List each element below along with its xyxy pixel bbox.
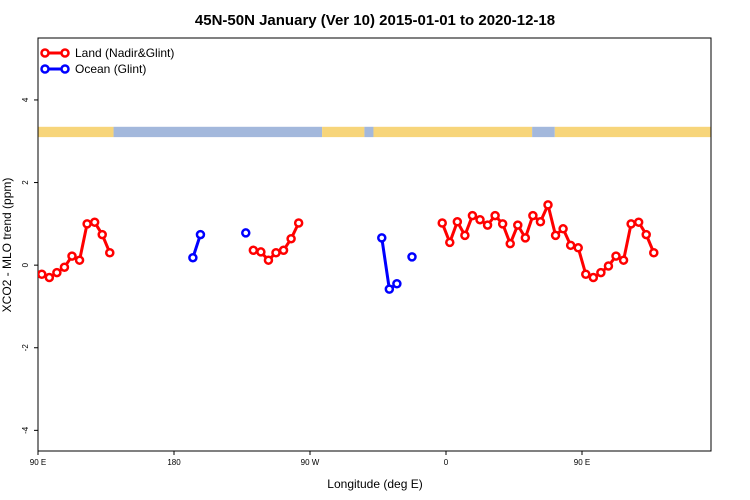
land-data-point xyxy=(550,230,561,241)
ocean-data-point xyxy=(377,233,387,243)
land-data-point xyxy=(588,272,599,283)
land-data-point xyxy=(573,243,583,253)
legend-marker-ocean xyxy=(60,64,70,74)
x-tick-label: 90 E xyxy=(574,458,590,467)
ocean-data-point xyxy=(384,284,395,294)
x-tick-label: 0 xyxy=(444,458,449,467)
ocean-region xyxy=(113,126,323,138)
land-data-point xyxy=(286,233,296,244)
legend-marker-land xyxy=(40,48,50,58)
land-data-point xyxy=(528,210,538,221)
y-tick-label: 4 xyxy=(21,97,30,102)
land-data-point xyxy=(44,272,55,283)
ocean-data-point xyxy=(195,229,206,240)
land-data-point xyxy=(490,210,500,221)
land-data-point xyxy=(520,233,531,243)
x-axis: 90 E 180 90 W 0 90 E xyxy=(30,451,590,467)
land-data-point xyxy=(105,248,115,258)
land-data-point xyxy=(535,217,546,227)
land-data-point xyxy=(460,230,470,241)
y-tick-label: -4 xyxy=(21,426,30,434)
land-data-point xyxy=(513,220,523,230)
land-data-point xyxy=(59,262,70,272)
chart-title: 45N-50N January (Ver 10) 2015-01-01 to 2… xyxy=(195,12,555,29)
land-data-point xyxy=(618,255,629,265)
series-group xyxy=(38,200,659,294)
ocean-region xyxy=(364,126,374,138)
land-data-point xyxy=(611,251,621,261)
land-data-point xyxy=(505,238,515,249)
land-data-point xyxy=(649,248,659,258)
land-data-point xyxy=(581,269,591,279)
land-data-point xyxy=(38,269,47,279)
y-tick-label: 2 xyxy=(21,180,30,185)
land-data-point xyxy=(74,255,85,265)
land-data-point xyxy=(82,219,92,229)
land-series-line xyxy=(40,220,112,280)
land-data-point xyxy=(467,210,478,221)
land-data-point xyxy=(278,245,289,256)
land-data-point xyxy=(475,214,485,225)
land-data-point xyxy=(596,267,606,278)
ocean-data-point xyxy=(241,228,251,238)
land-data-point xyxy=(263,255,274,265)
land-data-point xyxy=(558,224,568,234)
legend-label-land: Land (Nadir&Glint) xyxy=(75,46,174,60)
land-data-point xyxy=(52,267,62,278)
land-data-point xyxy=(565,240,576,251)
land-ocean-strip xyxy=(38,126,711,138)
ocean-data-point xyxy=(392,278,402,289)
ocean-data-point xyxy=(407,252,417,262)
y-tick-label: 0 xyxy=(21,262,30,267)
ocean-region xyxy=(532,126,555,138)
land-region xyxy=(554,126,711,138)
land-data-point xyxy=(626,219,636,229)
x-tick-label: 90 W xyxy=(301,458,320,467)
y-tick-label: -2 xyxy=(21,344,30,352)
plot-frame xyxy=(37,37,712,452)
land-data-point xyxy=(271,248,281,258)
legend: Land (Nadir&Glint) Ocean (Glint) xyxy=(40,46,174,76)
land-data-point xyxy=(543,200,553,210)
land-data-point xyxy=(633,217,644,227)
land-data-point xyxy=(482,220,493,230)
ocean-data-point xyxy=(188,252,198,263)
land-region xyxy=(38,126,114,138)
y-axis-label: XCO2 - MLO trend (ppm) xyxy=(0,178,14,313)
legend-marker-land xyxy=(60,48,70,58)
y-axis: -4 -2 0 2 4 xyxy=(21,97,38,434)
land-data-point xyxy=(89,217,100,227)
land-data-point xyxy=(67,251,77,261)
land-data-point xyxy=(256,247,266,257)
land-region xyxy=(322,126,365,138)
x-tick-label: 90 E xyxy=(30,458,46,467)
x-tick-label: 180 xyxy=(167,458,181,467)
land-data-point xyxy=(97,229,107,240)
legend-label-ocean: Ocean (Glint) xyxy=(75,62,146,76)
land-region xyxy=(373,126,533,138)
land-data-point xyxy=(641,229,651,240)
land-data-point xyxy=(248,245,259,256)
legend-marker-ocean xyxy=(40,64,50,74)
x-axis-label: Longitude (deg E) xyxy=(327,477,422,491)
land-data-point xyxy=(603,261,614,271)
land-data-point xyxy=(293,218,304,228)
land-data-point xyxy=(445,237,455,248)
land-data-point xyxy=(437,218,447,228)
land-data-point xyxy=(497,219,508,229)
land-data-point xyxy=(452,217,463,227)
